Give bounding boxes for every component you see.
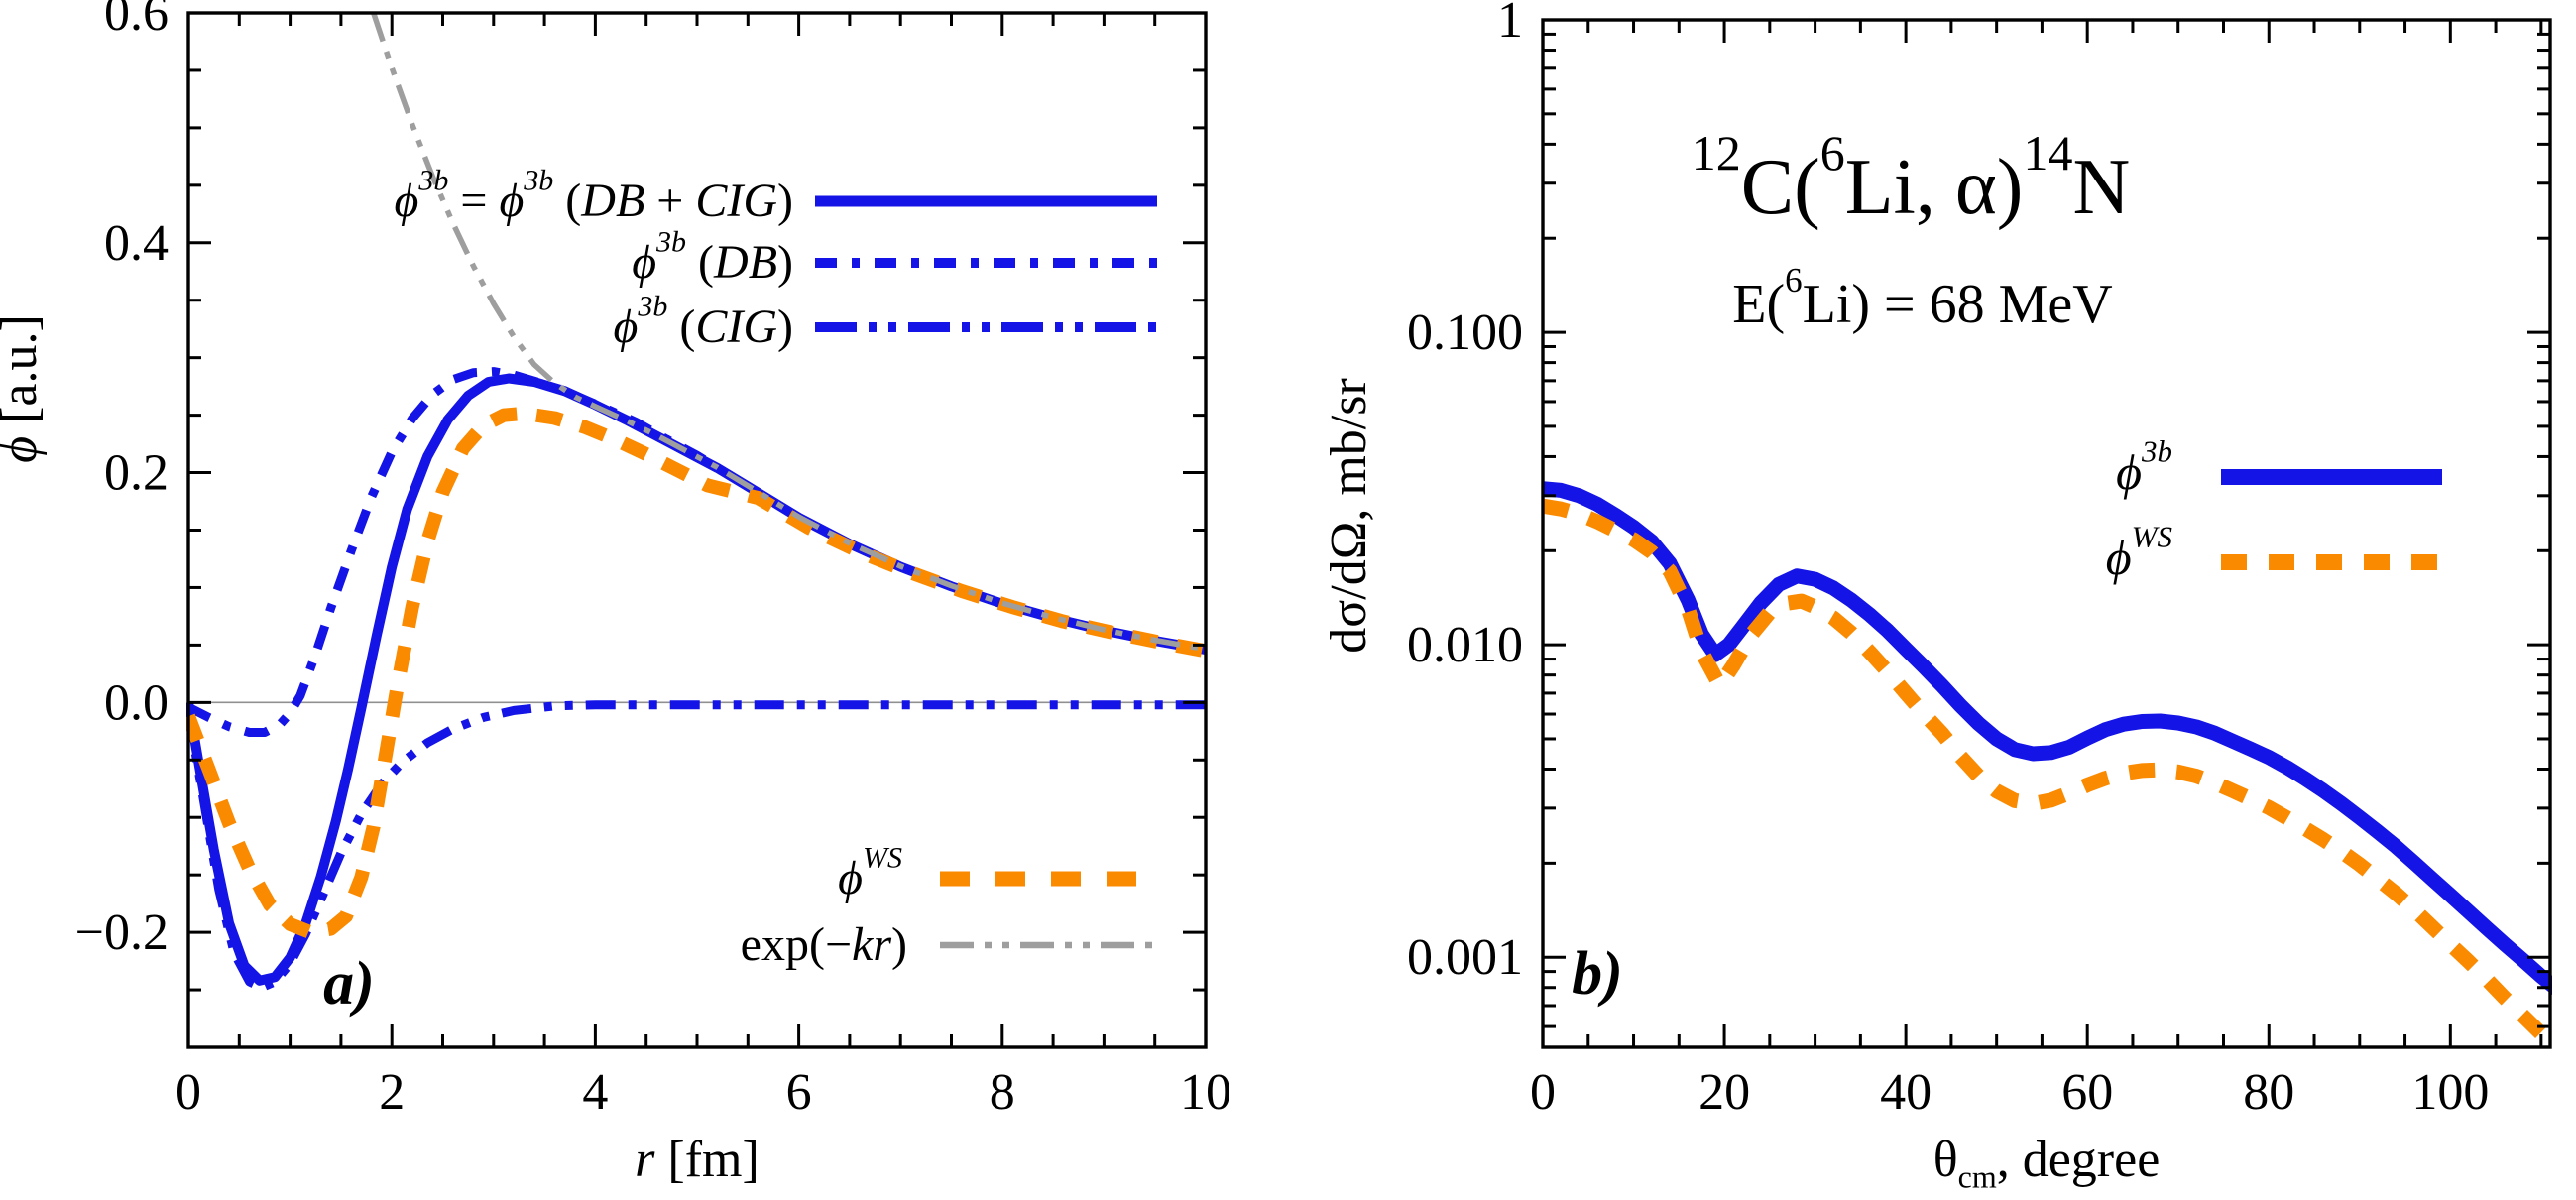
svg-text:60: 60	[2061, 1064, 2113, 1121]
svg-text:ϕ3b (DB): ϕ3b (DB)	[632, 226, 793, 289]
svg-text:8: 8	[990, 1064, 1015, 1121]
svg-text:12C(6Li, α)14N: 12C(6Li, α)14N	[1692, 125, 2130, 231]
svg-text:20: 20	[1698, 1064, 1750, 1121]
svg-text:r [fm]: r [fm]	[635, 1132, 760, 1188]
svg-text:100: 100	[2411, 1064, 2489, 1121]
svg-text:0.6: 0.6	[104, 0, 169, 42]
svg-text:ϕ3b = ϕ3b (DB + CIG): ϕ3b = ϕ3b (DB + CIG)	[395, 165, 793, 227]
svg-text:2: 2	[379, 1064, 405, 1121]
svg-text:0.0: 0.0	[104, 674, 169, 731]
svg-text:0.2: 0.2	[104, 445, 169, 502]
svg-text:0.4: 0.4	[104, 215, 169, 272]
svg-text:ϕ3b (CIG): ϕ3b (CIG)	[614, 291, 793, 353]
svg-text:0: 0	[176, 1064, 201, 1121]
svg-text:0.100: 0.100	[1407, 304, 1523, 361]
svg-text:exp(−kr): exp(−kr)	[741, 918, 907, 971]
svg-text:ϕ [a.u.]: ϕ [a.u.]	[0, 314, 48, 463]
panel-a: 0 2 4 6 8 10 0.6 0.4 0.2 0.0 −0.2 r [fm] ϕ [a.u.] ϕ3b…	[0, 0, 1231, 1188]
svg-text:a): a)	[323, 950, 375, 1018]
svg-text:40: 40	[1880, 1064, 1932, 1121]
svg-text:0.010: 0.010	[1407, 617, 1523, 673]
panel-b: 0 20 40 60 80 100 1 0.100 0.010 0.001 θcm, degree d…	[1288, 0, 2576, 1200]
svg-text:1: 1	[1497, 0, 1523, 49]
svg-text:4: 4	[582, 1064, 608, 1121]
svg-text:0: 0	[1530, 1064, 1556, 1121]
plot-a-canvas: 0 2 4 6 8 10 0.6 0.4 0.2 0.0 −0.2 r [fm] ϕ [a.u.] ϕ3b…	[0, 0, 1231, 1188]
svg-text:b): b)	[1572, 940, 1623, 1008]
svg-text:80: 80	[2243, 1064, 2294, 1121]
svg-text:E(6Li) = 68 MeV: E(6Li) = 68 MeV	[1732, 261, 2112, 335]
svg-text:10: 10	[1180, 1064, 1231, 1121]
plot-b-canvas: 0 20 40 60 80 100 1 0.100 0.010 0.001 θcm, degree d…	[1321, 0, 2552, 1194]
svg-text:0.001: 0.001	[1407, 929, 1523, 986]
svg-text:−0.2: −0.2	[75, 904, 169, 961]
svg-text:θcm, degree: θcm, degree	[1933, 1132, 2161, 1194]
svg-text:ϕ3b: ϕ3b	[2116, 434, 2172, 501]
svg-text:6: 6	[786, 1064, 812, 1121]
svg-text:dσ/dΩ, mb/sr: dσ/dΩ, mb/sr	[1321, 378, 1377, 654]
svg-text:ϕWS: ϕWS	[2106, 520, 2172, 586]
svg-text:ϕWS: ϕWS	[838, 842, 902, 904]
